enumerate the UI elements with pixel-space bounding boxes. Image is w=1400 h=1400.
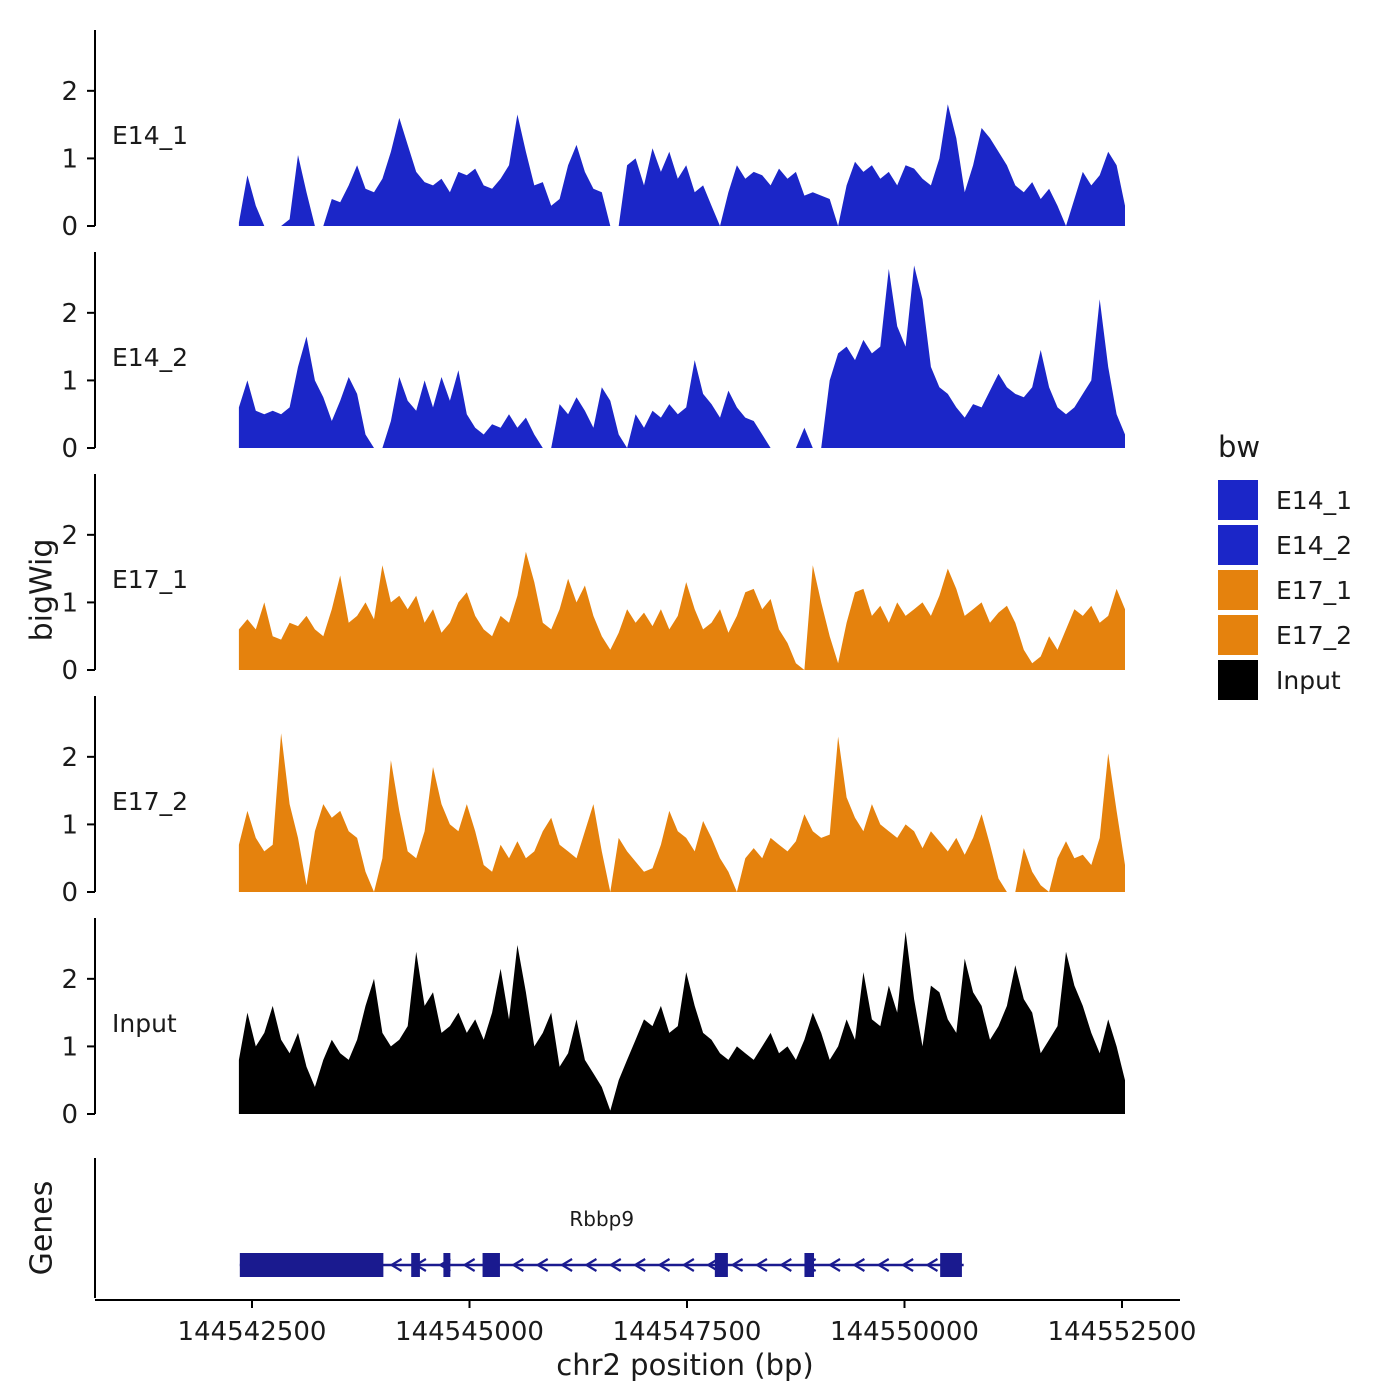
y-tick-label: 2 (61, 77, 78, 107)
x-axis-title: chr2 position (bp) (556, 1348, 814, 1382)
strand-arrow (779, 1258, 792, 1272)
x-tick-label: 144550000 (830, 1317, 979, 1347)
track-label-E17_1: E17_1 (112, 565, 188, 594)
strand-arrow (730, 1258, 744, 1272)
x-tick-label: 144552500 (1048, 1317, 1197, 1347)
coverage-area-E17_2 (238, 733, 1125, 892)
legend-entry-label: E14_1 (1276, 485, 1353, 515)
strand-arrow (657, 1258, 671, 1272)
strand-arrow (681, 1258, 695, 1272)
legend-key-swatch (1218, 480, 1258, 520)
x-tick-label: 144542500 (178, 1317, 327, 1347)
exon (804, 1253, 815, 1277)
strand-arrow (633, 1258, 646, 1272)
strand-arrow (462, 1258, 476, 1272)
strand-arrow (608, 1258, 622, 1272)
track-panel-Input: 0 1 2 Input (61, 918, 1125, 1130)
legend-key-swatch (1218, 525, 1258, 565)
track-panel-E17_1: 0 1 2 E17_1 (61, 474, 1125, 686)
legend-key-swatch (1218, 615, 1258, 655)
strand-arrow (535, 1258, 549, 1272)
exon (714, 1253, 728, 1277)
y-tick-label: 1 (61, 366, 78, 396)
exon (411, 1253, 420, 1277)
track-label-Input: Input (112, 1009, 177, 1038)
coverage-area-E17_1 (238, 551, 1125, 670)
y-tick-label: 0 (61, 656, 78, 686)
legend-entry-label: E14_2 (1276, 530, 1353, 560)
track-label-E17_2: E17_2 (112, 787, 188, 816)
strand-arrow (925, 1258, 939, 1272)
track-panel-E14_2: 0 1 2 E14_2 (61, 252, 1125, 464)
y-tick-label: 2 (61, 743, 78, 773)
legend-entries: E14_1 E14_2 E17_1 E17_2 Input (1218, 480, 1352, 700)
track-panel-E14_1: 0 1 2 E14_1 (61, 30, 1125, 242)
exon (482, 1253, 500, 1277)
legend-key-swatch (1218, 660, 1258, 700)
legend-entry-E17_1: E17_1 (1218, 570, 1352, 610)
y-tick-label: 0 (61, 1100, 78, 1130)
y-tick-label: 1 (61, 1032, 78, 1062)
legend-entry-Input: Input (1218, 660, 1352, 700)
genes-axis-title: Genes (24, 1180, 60, 1276)
strand-arrow (852, 1258, 865, 1272)
y-tick-label: 0 (61, 434, 78, 464)
strand-arrow (876, 1258, 890, 1272)
y-tick-label: 1 (61, 588, 78, 618)
x-axis: 144542500 144545000 144547500 144550000 1445… (95, 1299, 1197, 1347)
y-tick-label: 2 (61, 965, 78, 995)
y-tick-label: 2 (61, 299, 78, 329)
exon (443, 1253, 451, 1277)
strand-arrow (584, 1258, 597, 1272)
legend-entry-label: E17_2 (1276, 620, 1353, 650)
y-tick-label: 0 (61, 878, 78, 908)
strand-arrow (827, 1258, 841, 1272)
coverage-area-E14_2 (238, 265, 1125, 448)
y-tick-label: 1 (61, 810, 78, 840)
legend-entry-label: E17_1 (1276, 575, 1353, 605)
track-label-E14_1: E14_1 (112, 121, 188, 150)
legend-entry-E14_2: E14_2 (1218, 525, 1352, 565)
y-tick-label: 1 (61, 144, 78, 174)
y-axis-title: bigWig (24, 538, 60, 642)
strand-arrow (389, 1258, 403, 1272)
strand-arrow (559, 1258, 573, 1272)
legend-key-swatch (1218, 570, 1258, 610)
gene-name-label: Rbbp9 (569, 1207, 634, 1231)
strand-arrow (900, 1258, 914, 1272)
x-tick-label: 144545000 (395, 1317, 544, 1347)
y-tick-label: 0 (61, 212, 78, 242)
exon (239, 1253, 384, 1277)
exon (940, 1253, 962, 1277)
track-label-E14_2: E14_2 (112, 343, 188, 372)
legend-entry-label: Input (1276, 665, 1341, 695)
strand-arrow (754, 1258, 768, 1272)
legend-entry-E14_1: E14_1 (1218, 480, 1352, 520)
coverage-area-Input (238, 931, 1125, 1114)
x-tick-label: 144547500 (613, 1317, 762, 1347)
gene-track: Rbbp9 (94, 1158, 964, 1298)
legend-entry-E17_2: E17_2 (1218, 615, 1352, 655)
strand-arrow (511, 1258, 524, 1272)
y-tick-label: 2 (61, 521, 78, 551)
coverage-area-E14_1 (238, 104, 1125, 226)
track-panel-E17_2: 0 1 2 E17_2 (61, 696, 1125, 908)
legend: bw E14_1 E14_2 E17_1 E17_2 Input (1218, 430, 1352, 705)
legend-title: bw (1218, 430, 1261, 464)
